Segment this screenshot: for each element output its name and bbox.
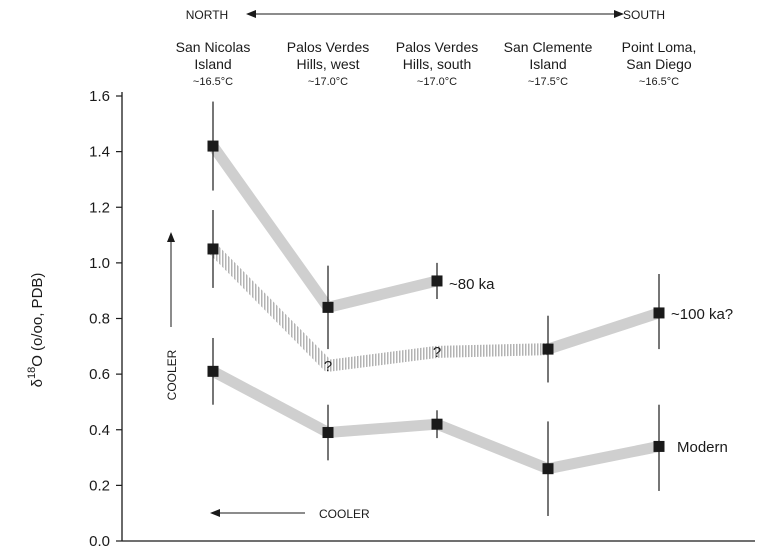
- site-temp: ~17.0°C: [417, 76, 457, 88]
- series-label: Modern: [677, 439, 728, 456]
- y-tick-label: 1.6: [89, 88, 110, 105]
- data-point-marker: [207, 365, 219, 377]
- question-mark: ?: [324, 358, 332, 375]
- y-axis-title: δ18O (o/oo, PDB): [26, 273, 46, 388]
- question-mark: ?: [433, 344, 441, 361]
- site-temp: ~17.5°C: [528, 76, 568, 88]
- site-name-line2: Hills, south: [403, 56, 471, 72]
- site-name-line2: Island: [529, 56, 566, 72]
- direction-arrow-right-head: [614, 10, 624, 18]
- site-name-line2: Island: [194, 56, 231, 72]
- site-name-line1: Palos Verdes: [396, 39, 479, 55]
- series-line: [546, 307, 661, 355]
- y-axis-title-rest: O (o/oo, PDB): [29, 273, 46, 367]
- data-point-marker: [431, 275, 443, 287]
- site-temp: ~16.5°C: [193, 76, 233, 88]
- site-name-line2: San Diego: [626, 56, 692, 72]
- data-point-marker: [431, 418, 443, 430]
- data-point-marker: [207, 243, 219, 255]
- cooler-vertical-arrow-head: [167, 232, 175, 242]
- data-point-marker: [653, 307, 665, 319]
- cooler-horizontal-arrow-head: [210, 509, 220, 517]
- direction-arrow-left-head: [246, 10, 256, 18]
- y-tick-label: 0.2: [89, 477, 110, 494]
- site-name-line1: Point Loma,: [622, 39, 697, 55]
- series-line-hatched: [208, 244, 549, 372]
- y-tick-label: 0.6: [89, 366, 110, 383]
- site-temp: ~17.0°C: [308, 76, 348, 88]
- y-axis-title-delta: δ: [29, 379, 46, 387]
- data-point-marker: [542, 343, 554, 355]
- cooler-horizontal-label: COOLER: [319, 507, 370, 521]
- site-name-line1: Palos Verdes: [287, 39, 370, 55]
- y-tick-label: 1.4: [89, 144, 110, 161]
- series-label: ~80 ka: [449, 276, 495, 293]
- data-point-marker: [207, 140, 219, 152]
- series-label: ~100 ka?: [671, 306, 733, 323]
- site-name-line1: San Clemente: [504, 39, 593, 55]
- site-temp: ~16.5°C: [639, 76, 679, 88]
- y-tick-label: 0.8: [89, 311, 110, 328]
- y-axis-title-sup: 18: [26, 367, 38, 379]
- data-point-marker: [322, 301, 334, 313]
- y-tick-label: 1.2: [89, 199, 110, 216]
- data-point-marker: [322, 427, 334, 439]
- data-point-marker: [542, 463, 554, 475]
- site-name-line2: Hills, west: [296, 56, 359, 72]
- site-name-line1: San Nicolas: [176, 39, 251, 55]
- y-tick-label: 0.4: [89, 422, 110, 439]
- cooler-vertical-label: COOLER: [165, 349, 179, 400]
- south-label: SOUTH: [623, 8, 665, 22]
- y-tick-label: 0.0: [89, 533, 110, 548]
- y-tick-label: 1.0: [89, 255, 110, 272]
- north-label: NORTH: [186, 8, 228, 22]
- data-point-marker: [653, 440, 665, 452]
